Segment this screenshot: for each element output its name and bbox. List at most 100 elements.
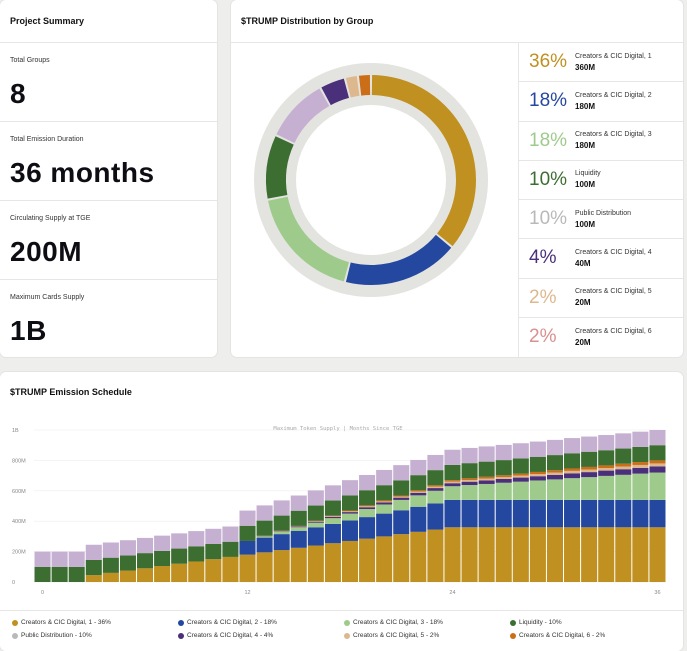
bar-segment [495, 478, 512, 483]
legend-group-amount: 100M [575, 219, 596, 229]
donut-slice [321, 78, 350, 106]
emission-legend-item: Liquidity - 10% [510, 619, 672, 626]
legend-group-amount: 20M [575, 337, 591, 347]
distribution-title: $TRUMP Distribution by Group [231, 0, 683, 43]
bar-segment [290, 547, 307, 582]
stat-label: Total Emission Duration [10, 136, 84, 143]
bar-segment [649, 445, 666, 461]
bar-segment [205, 528, 222, 544]
bar-segment [598, 527, 615, 582]
bar-segment [324, 543, 341, 582]
bar-segment [461, 480, 478, 482]
donut-slice [358, 75, 371, 96]
bar-segment [136, 553, 154, 569]
bar-segment [239, 540, 256, 555]
bar-segment [495, 444, 512, 461]
bar-segment [512, 527, 529, 582]
bar-segment [410, 495, 427, 507]
bar-segment [529, 456, 546, 472]
emission-legend-item: Creators & CIC Digital, 2 - 18% [178, 619, 344, 626]
bar-segment [410, 506, 427, 532]
bar-segment [359, 517, 376, 539]
bar-segment [529, 499, 546, 528]
bar-segment [324, 523, 341, 544]
bar-segment [359, 505, 376, 507]
bar-segment [410, 475, 427, 491]
bar-segment [256, 537, 273, 553]
bar-segment [393, 496, 410, 498]
bar-segment [615, 448, 632, 464]
bar-segment [393, 510, 410, 535]
legend-group-amount: 40M [575, 258, 591, 268]
bar-segment [341, 513, 359, 521]
bar-segment [461, 447, 478, 464]
bar-segment [341, 511, 359, 513]
bar-segment [68, 551, 85, 567]
bar-segment [427, 485, 444, 487]
legend-group-amount: 180M [575, 141, 596, 151]
bar-segment [359, 490, 376, 506]
bar-segment [85, 575, 102, 582]
bar-segment [256, 536, 273, 538]
bar-segment [256, 505, 273, 521]
bar-segment [376, 500, 393, 502]
bar-segment [478, 483, 495, 500]
bar-segment [427, 486, 444, 489]
legend-group-amount: 360M [575, 62, 596, 72]
emission-schedule-card: $TRUMP Emission Schedule 0 200M 400M 600M 80… [0, 372, 683, 651]
stat-value: 200M [10, 236, 83, 267]
bar-segment [546, 474, 564, 480]
bar-segment [632, 446, 649, 463]
bar-segment [512, 481, 529, 500]
bar-segment [615, 463, 632, 467]
bar-segment [632, 431, 649, 447]
bar-segment [564, 453, 581, 469]
bar-segment [290, 526, 307, 528]
legend-group-name: Creators & CIC Digital, 6 [575, 327, 652, 335]
legend-group-name: Liquidity [575, 170, 601, 178]
bar-segment [461, 527, 478, 582]
bar-segment [461, 481, 478, 486]
bar-segment [307, 527, 324, 546]
distribution-legend-row: 18% Creators & CIC Digital, 3 180M [519, 122, 683, 161]
bar-segment [119, 540, 136, 556]
distribution-legend: 36% Creators & CIC Digital, 1 360M 18% Creat… [518, 43, 683, 357]
legend-label: Creators & CIC Digital, 3 - 18% [353, 619, 443, 626]
bar-segment [290, 527, 307, 531]
bar-segment [546, 470, 564, 473]
bar-segment [341, 520, 359, 541]
bar-segment [68, 566, 85, 582]
stat-value: 1B [10, 315, 47, 346]
stat-circulating-supply: Circulating Supply at TGE 200M [0, 201, 217, 280]
bar-segment [478, 480, 495, 484]
bar-segment [376, 485, 393, 501]
legend-group-amount: 20M [575, 298, 591, 308]
legend-dot [12, 619, 18, 626]
bar-segment [324, 485, 341, 501]
bar-segment [376, 469, 393, 486]
distribution-legend-row: 36% Creators & CIC Digital, 1 360M [519, 43, 683, 83]
bar-segment [615, 474, 632, 500]
legend-group-name: Creators & CIC Digital, 2 [575, 91, 652, 99]
bar-segment [341, 495, 359, 511]
bar-segment [649, 460, 666, 464]
legend-group-name: Public Distribution [575, 209, 632, 217]
bar-segment [376, 513, 393, 537]
bar-segment [649, 463, 666, 467]
stat-value: 8 [10, 78, 27, 109]
chart-subtitle: Maximum Token Supply | Months Since TGE [273, 426, 402, 432]
bar-segment [222, 556, 239, 582]
legend-percent: 18% [529, 129, 568, 151]
bar-segment [649, 499, 666, 528]
bar-segment [495, 499, 512, 528]
bar-segment [598, 465, 615, 468]
stat-total-groups: Total Groups 8 [0, 43, 217, 122]
bar-segment [427, 470, 444, 486]
y-tick-label: 400M [12, 519, 26, 525]
distribution-legend-row: 10% Liquidity 100M [519, 161, 683, 200]
bar-segment [205, 544, 222, 560]
bar-segment [529, 471, 546, 475]
bar-segment [444, 481, 461, 484]
distribution-card: $TRUMP Distribution by Group 36% Creators… [231, 0, 683, 357]
bar-segment [478, 499, 495, 528]
